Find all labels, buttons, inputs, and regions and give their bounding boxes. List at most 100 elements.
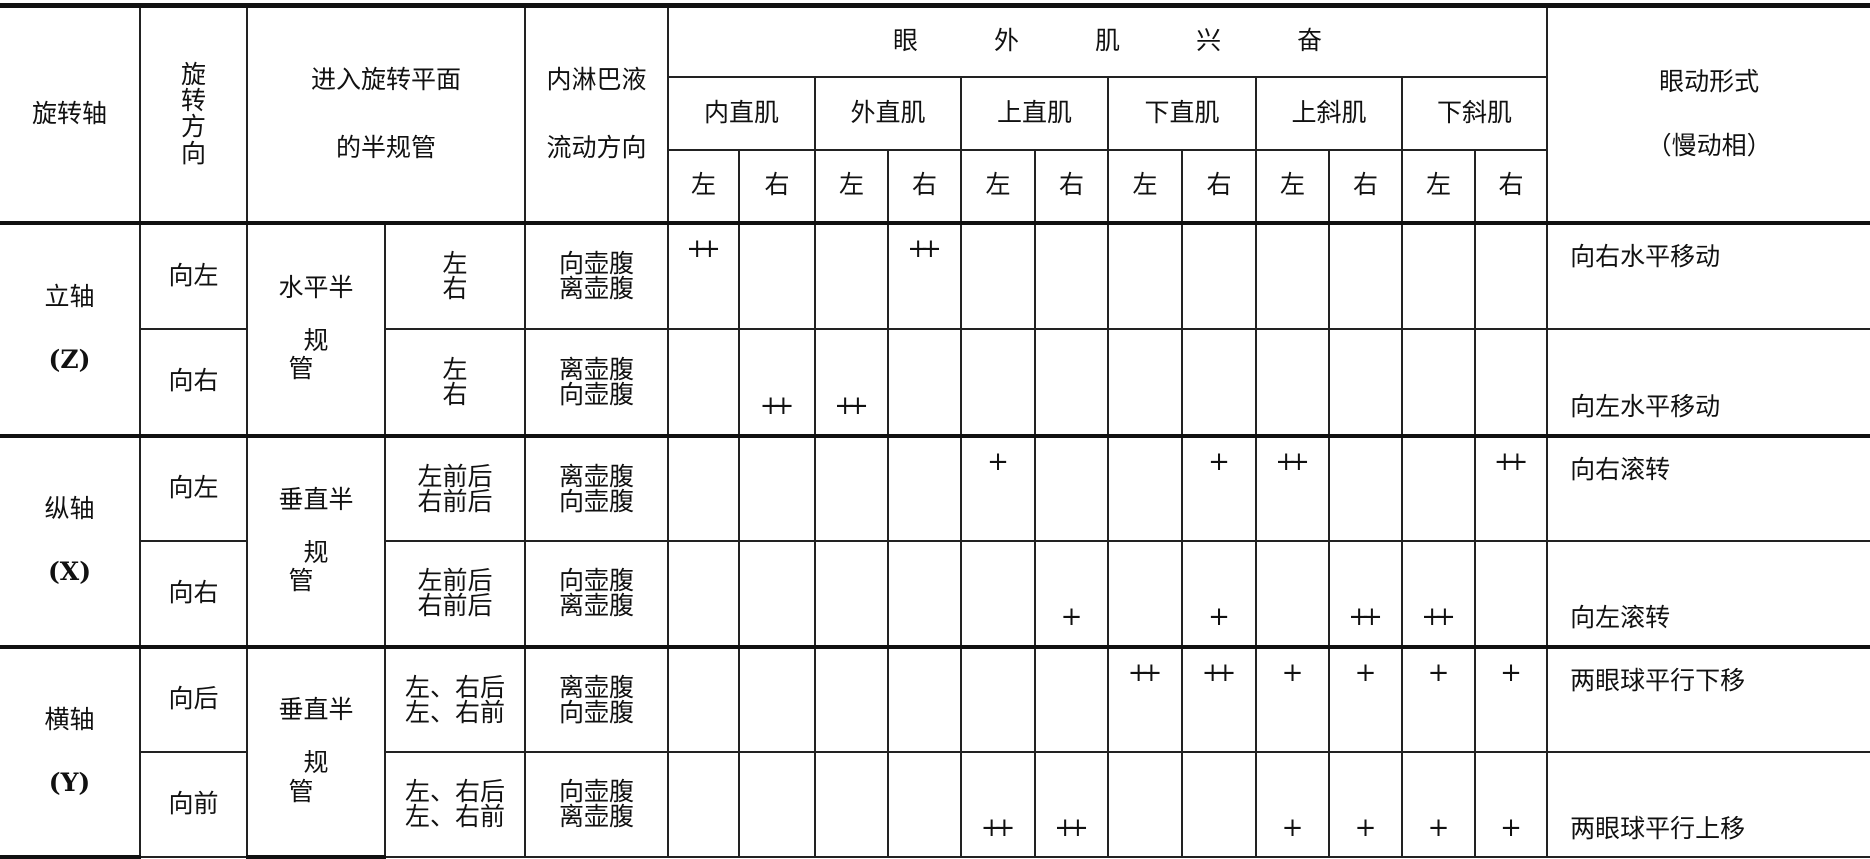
- excitation-cell: [1328, 434, 1404, 542]
- excitation-mark: ++: [1201, 657, 1237, 688]
- canal-sides: 左前后 右前后: [383, 539, 527, 649]
- excitation-mark: +: [1354, 812, 1377, 843]
- excitation-cell: [738, 221, 817, 330]
- excitation-cell: [960, 327, 1037, 438]
- excitation-cell: ++: [1107, 645, 1184, 753]
- canal-type-line1: 水平半: [278, 272, 354, 302]
- excitation-cell: [1328, 327, 1404, 438]
- excitation-mark: +: [1427, 657, 1450, 688]
- eye-movement: 两眼球平行上移: [1546, 750, 1870, 858]
- excitation-mark: +: [1281, 657, 1304, 688]
- excitation-mark: ++: [907, 233, 942, 264]
- header-excitation-char: 眼: [893, 26, 919, 56]
- flow-value: 离壶腹: [559, 274, 635, 303]
- header-direction: 旋 转 方 向: [139, 5, 248, 225]
- flow-direction: 离壶腹 向壶腹: [524, 327, 670, 438]
- excitation-cell: ++: [814, 327, 890, 438]
- excitation-mark: ++: [1275, 446, 1310, 477]
- canal-type-line2: 规管: [288, 748, 359, 806]
- excitation-cell: [667, 434, 741, 542]
- canal-type: 垂直半 规管: [246, 434, 386, 649]
- excitation-cell: [1328, 221, 1404, 330]
- excitation-cell: [1474, 221, 1549, 330]
- header-side: 左: [1255, 148, 1331, 225]
- flow-direction: 离壶腹 向壶腹: [524, 434, 670, 542]
- header-side: 右: [1034, 148, 1110, 225]
- excitation-cell: [1107, 221, 1184, 330]
- canal-type-line2: 规管: [288, 325, 359, 384]
- excitation-cell: [667, 750, 741, 858]
- canal-side: 右前后: [417, 591, 493, 620]
- header-movement-line1: 眼动形式: [1659, 66, 1760, 96]
- excitation-mark: +: [1208, 446, 1230, 477]
- excitation-cell: [960, 221, 1037, 330]
- canal-sides: 左 右: [383, 327, 527, 438]
- excitation-cell: [887, 750, 963, 858]
- excitation-cell: [887, 327, 963, 438]
- excitation-mark: ++: [686, 233, 721, 264]
- eye-movement: 向右水平移动: [1546, 221, 1870, 330]
- header-side: 右: [887, 148, 963, 225]
- canal-sides: 左 右: [383, 221, 527, 330]
- rotation-direction: 向后: [139, 645, 248, 753]
- flow-value: 向壶腹: [559, 697, 635, 727]
- canal-type-line2: 规管: [288, 537, 359, 596]
- excitation-cell: [1107, 539, 1184, 649]
- excitation-cell: [1034, 434, 1110, 542]
- excitation-cell: [1181, 327, 1258, 438]
- table-row: 横轴 (Y) 向后 垂直半 规管 左、右后 左、右前 离壶腹 向壶腹 ++ ++ + + +…: [0, 645, 1870, 859]
- header-direction-char: 向: [180, 138, 206, 168]
- excitation-cell: +: [1474, 645, 1549, 753]
- excitation-cell: +: [1401, 750, 1477, 858]
- excitation-mark: +: [1281, 812, 1304, 843]
- canal-side: 左、右前: [405, 802, 506, 831]
- header-muscle: 下斜肌: [1401, 75, 1549, 151]
- excitation-cell: [667, 539, 741, 649]
- excitation-cell: [1107, 750, 1184, 858]
- header-excitation: 眼外肌兴奋: [667, 5, 1549, 78]
- axis-code: (Y): [48, 767, 91, 797]
- excitation-cell: [887, 645, 963, 753]
- flow-value: 向壶腹: [559, 379, 635, 409]
- flow-value: 离壶腹: [559, 802, 635, 831]
- header-muscle: 上斜肌: [1255, 75, 1404, 151]
- canal-side: 右前后: [417, 486, 493, 516]
- flow-value: 离壶腹: [559, 591, 635, 620]
- canal-side: 左: [442, 249, 468, 278]
- excitation-mark: +: [1427, 812, 1450, 843]
- excitation-mark: +: [1208, 601, 1230, 632]
- canal-sides: 左前后 右前后: [383, 434, 527, 542]
- excitation-cell: +: [1474, 750, 1549, 858]
- excitation-cell: ++: [1474, 434, 1549, 542]
- header-excitation-char: 兴: [1196, 26, 1222, 56]
- header-canal: 进入旋转平面 的半规管: [245, 5, 527, 225]
- header-side: 右: [1181, 148, 1258, 225]
- excitation-cell: [814, 539, 890, 649]
- excitation-mark: ++: [1493, 446, 1529, 477]
- axis-label: 横轴: [44, 704, 95, 734]
- excitation-cell: +: [1328, 750, 1404, 858]
- excitation-mark: +: [987, 446, 1009, 477]
- excitation-cell: ++: [1401, 539, 1477, 649]
- excitation-cell: [738, 539, 817, 649]
- canal-side: 左、右后: [405, 672, 506, 702]
- excitation-cell: +: [1181, 434, 1258, 542]
- excitation-mark: ++: [1421, 601, 1456, 632]
- header-direction-char: 转: [180, 86, 206, 115]
- excitation-cell: ++: [1181, 645, 1258, 753]
- header-muscle: 外直肌: [814, 75, 963, 151]
- excitation-mark: +: [1354, 657, 1377, 688]
- eye-movement: 向左滚转: [1546, 539, 1870, 649]
- flow-value: 离壶腹: [559, 672, 635, 702]
- canal-side: 右: [442, 274, 468, 303]
- excitation-mark: +: [1500, 812, 1522, 843]
- excitation-cell: [1034, 221, 1110, 330]
- excitation-cell: +: [1255, 645, 1331, 753]
- canal-type-line1: 垂直半: [278, 695, 354, 725]
- excitation-cell: ++: [1255, 434, 1331, 542]
- excitation-cell: [1107, 327, 1184, 438]
- excitation-cell: ++: [667, 221, 741, 330]
- excitation-cell: [887, 434, 963, 542]
- excitation-mark: ++: [1054, 812, 1089, 843]
- header-canal-line1: 进入旋转平面: [311, 64, 462, 94]
